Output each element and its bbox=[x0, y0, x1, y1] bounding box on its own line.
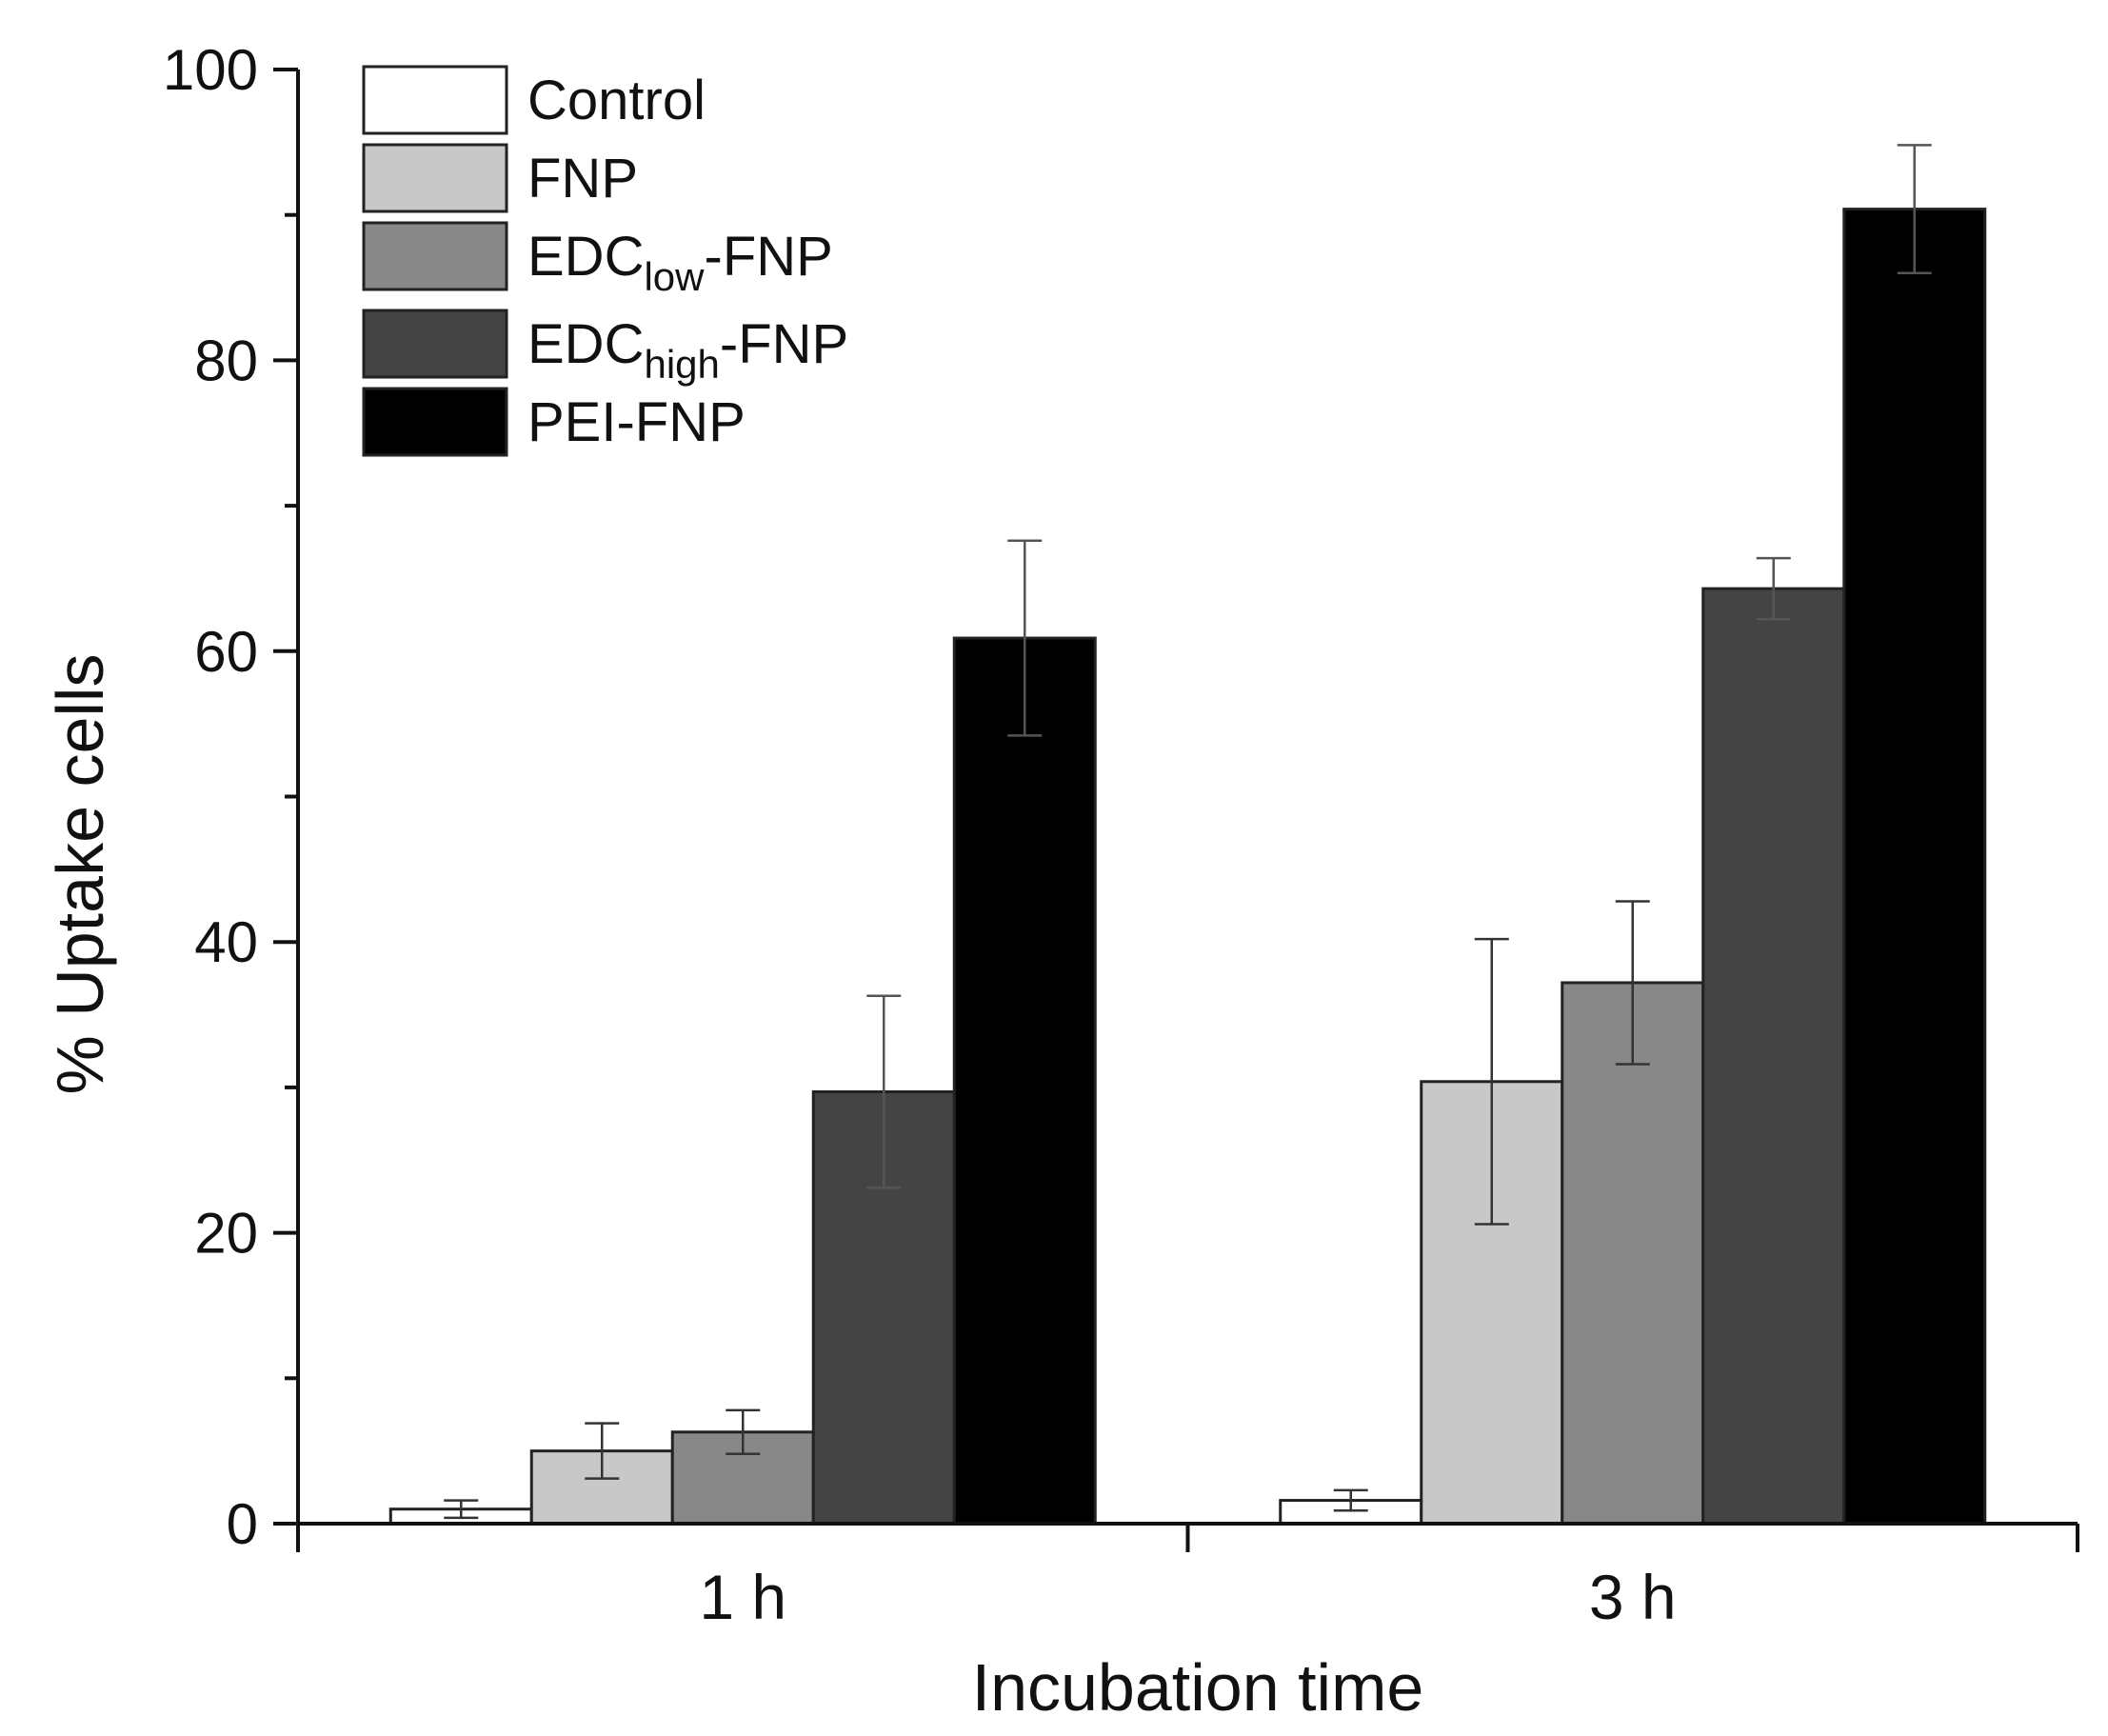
error-bar bbox=[1897, 144, 1932, 275]
y-tick-label: 60 bbox=[194, 620, 258, 684]
bar-pei-fnp-3h bbox=[1842, 208, 1987, 1526]
error-bar bbox=[866, 994, 902, 1189]
error-bar bbox=[1474, 937, 1509, 1226]
legend-item: EDClow-FNP bbox=[362, 221, 833, 299]
y-tick-label: 40 bbox=[194, 910, 258, 974]
y-axis-title: % Uptake cells bbox=[43, 654, 117, 1095]
axes-layer bbox=[296, 70, 2078, 1526]
legend-label: Control bbox=[527, 70, 706, 131]
bars-layer bbox=[388, 144, 1987, 1526]
legend-swatch bbox=[362, 65, 508, 135]
error-bar bbox=[726, 1408, 761, 1455]
legend-swatch bbox=[362, 309, 508, 379]
legend-swatch bbox=[362, 143, 508, 213]
error-bar bbox=[1615, 900, 1650, 1066]
legend-swatch bbox=[362, 387, 508, 457]
legend-label: FNP bbox=[527, 148, 638, 210]
bar-edchigh-fnp-3h bbox=[1701, 587, 1846, 1526]
legend-item: PEI-FNP bbox=[362, 387, 746, 457]
error-bar bbox=[1007, 539, 1043, 737]
y-tick-label: 100 bbox=[163, 38, 258, 102]
y-tick-label: 20 bbox=[194, 1202, 258, 1266]
legend-label: EDClow-FNP bbox=[527, 226, 833, 299]
legend-label: EDChigh-FNP bbox=[527, 313, 848, 387]
error-bar bbox=[1333, 1488, 1368, 1512]
y-tick-label: 0 bbox=[227, 1492, 258, 1556]
x-category-label: 3 h bbox=[1589, 1562, 1677, 1632]
error-bar bbox=[585, 1422, 620, 1480]
y-ticks: 0 20 40 60 80 100 bbox=[163, 38, 298, 1556]
x-categories: 1 h 3 h bbox=[296, 1524, 2079, 1632]
x-category-label: 1 h bbox=[699, 1562, 786, 1632]
legend-item: FNP bbox=[362, 143, 638, 213]
x-axis-title: Incubation time bbox=[972, 1650, 1424, 1725]
legend-item: EDChigh-FNP bbox=[362, 309, 848, 387]
legend-item: Control bbox=[362, 65, 706, 135]
bar-pei-fnp-1h bbox=[952, 636, 1097, 1526]
legend-label: PEI-FNP bbox=[527, 391, 746, 453]
bar-edclow-fnp-3h bbox=[1561, 981, 1705, 1526]
error-bar bbox=[444, 1499, 479, 1520]
error-bar bbox=[1756, 556, 1791, 621]
y-tick-label: 80 bbox=[194, 329, 258, 392]
legend-swatch bbox=[362, 221, 508, 291]
